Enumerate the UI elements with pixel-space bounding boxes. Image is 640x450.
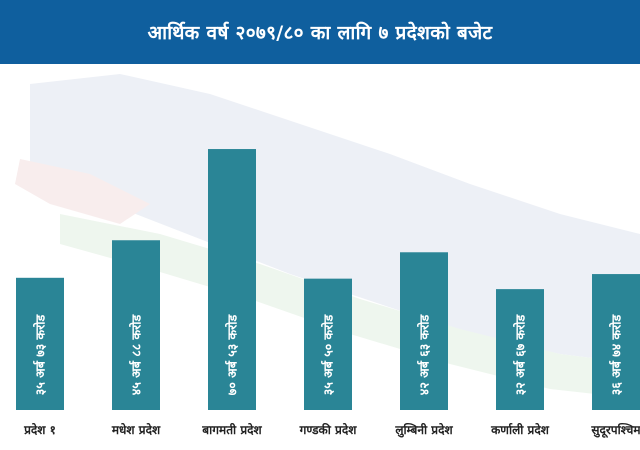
category-label-2: मधेश प्रदेश	[111, 423, 161, 437]
bar-6	[496, 289, 544, 410]
category-label-4: गण्डकी प्रदेश	[299, 423, 358, 437]
chart-title: आर्थिक वर्ष २०७९/८० का लागि ७ प्रदेशको ब…	[147, 22, 493, 44]
category-label-7: सुदूरपश्चिम	[590, 423, 640, 438]
category-label-5: लुम्बिनी प्रदेश	[394, 423, 453, 438]
budget-bar-chart: ३५ अर्ब ७३ करोड ४५ अर्ब ८८ करोड ७० अर्ब ५३…	[15, 74, 640, 438]
bar-value-label-3: ७० अर्ब ५३ करोड	[225, 314, 240, 396]
bar-1	[16, 277, 64, 410]
bar-value-label-1: ३५ अर्ब ७३ करोड	[33, 314, 48, 396]
bar-value-label-2: ४५ अर्ब ८८ करोड	[129, 314, 144, 396]
bars-group: ३५ अर्ब ७३ करोड ४५ अर्ब ८८ करोड ७० अर्ब ५३…	[16, 149, 640, 410]
bar-value-label-5: ४२ अर्ब ६३ करोड	[417, 314, 432, 396]
bar-5	[400, 252, 448, 410]
bar-value-label-4: ३५ अर्ब ५० करोड	[321, 314, 336, 396]
bar-value-label-7: ३६ अर्ब ७४ करोड	[609, 314, 624, 396]
bar-2	[112, 240, 160, 410]
title-bar: आर्थिक वर्ष २०७९/८० का लागि ७ प्रदेशको ब…	[0, 0, 640, 64]
bar-3	[208, 149, 256, 410]
bar-value-label-6: ३२ अर्ब ६७ करोड	[513, 314, 528, 396]
bar-4	[304, 278, 352, 410]
category-label-6: कर्णाली प्रदेश	[490, 423, 550, 437]
category-label-3: बागमती प्रदेश	[201, 423, 262, 437]
category-label-1: प्रदेश १	[23, 423, 56, 437]
bar-7	[592, 274, 640, 410]
category-labels-group: प्रदेश १ मधेश प्रदेश बागमती प्रदेश गण्डकी प…	[23, 423, 640, 438]
